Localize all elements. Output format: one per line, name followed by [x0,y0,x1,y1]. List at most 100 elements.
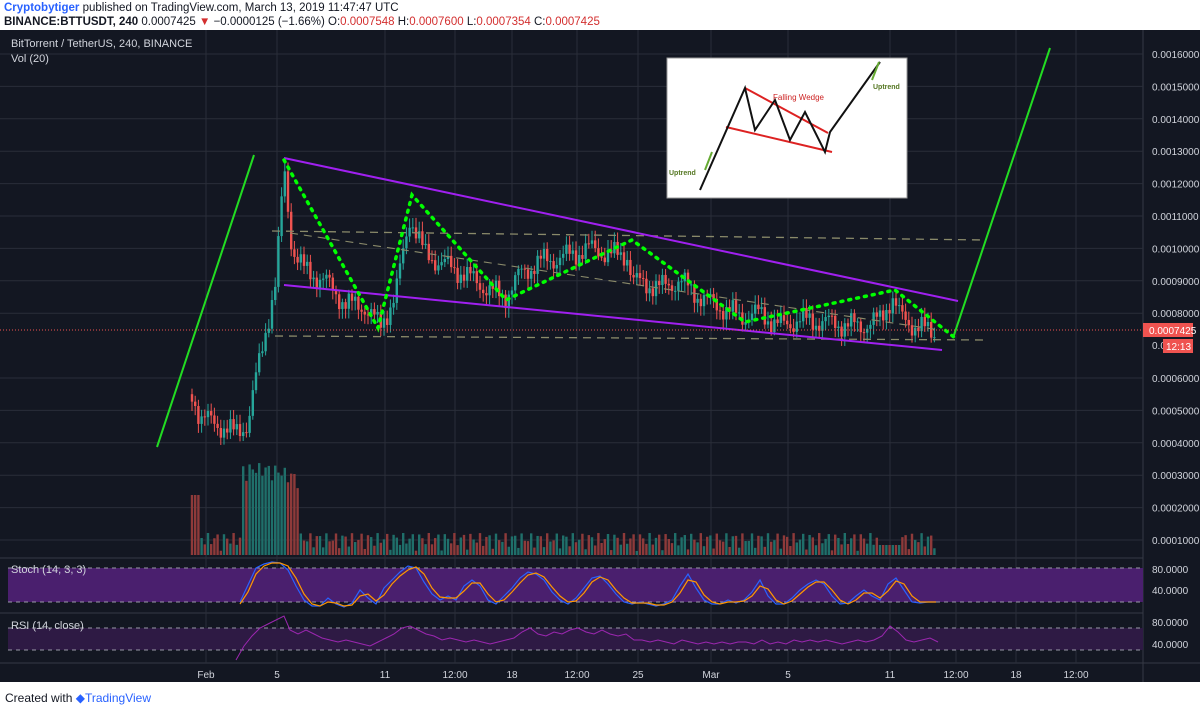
volume-bar [200,538,203,555]
candle-body [533,270,536,274]
volume-bar [226,538,229,555]
volume-bar [245,480,248,555]
rsi-tick-40: 40.0000 [1152,640,1189,651]
volume-bar [546,533,549,555]
volume-bar [814,545,818,555]
candle-body [315,277,318,289]
price-tick-label: 0.0006000 [1152,374,1200,385]
candle-body [478,283,482,290]
volume-bar [238,537,242,555]
volume-bar [619,544,622,555]
candle-body [594,240,597,249]
volume-bar [533,547,536,555]
volume-bar [370,537,373,555]
volume-bar [197,495,200,555]
stoch-legend: Stoch (14, 3, 3) [11,564,86,576]
candle-body [434,260,437,271]
volume-bar [757,535,760,555]
volume-bar [638,534,642,555]
candle-body [894,298,898,306]
volume-bar [651,544,654,555]
chart-canvas[interactable]: Falling Wedge Uptrend Uptrend BitTorrent… [0,30,1200,682]
candle-body [805,308,808,318]
volume-bar [242,466,245,555]
price-tick-label: 0.0004000 [1152,439,1200,450]
volume-bar [645,543,648,555]
volume-bar [456,545,459,555]
volume-bar [834,534,837,555]
volume-bar [699,533,702,555]
candle-body [907,319,910,326]
volume-bar [350,533,354,555]
volume-bar [446,538,450,555]
volume-bar [562,535,565,555]
stoch-d-line [239,562,936,607]
candle-body [264,332,267,352]
candle-body [267,328,270,333]
candle-body [366,314,370,316]
candle-body [744,322,747,325]
volume-bar [520,533,523,555]
volume-bar [459,537,462,555]
volume-bar [552,540,555,555]
candle-body [334,289,338,295]
price-axis-panel[interactable] [1143,30,1200,682]
volume-bar [341,535,344,555]
publish-header: Cryptobytiger published on TradingView.c… [0,0,1200,30]
volume-bar [587,535,590,555]
volume-bar [837,537,840,555]
time-axis-labels[interactable]: Feb 5 11 12:00 18 12:00 25 Mar 5 11 12:00 18 12:00 [197,670,1089,681]
volume-bar [482,545,485,555]
volume-bar [763,546,766,555]
volume-bar [539,536,542,555]
candle-body [914,327,917,336]
author-link[interactable]: Cryptobytiger [4,2,80,14]
candle-body [296,256,299,263]
candle-body [606,249,610,263]
candle-body [859,321,862,333]
volume-bar [264,467,267,555]
time-tick-label: 5 [274,670,280,681]
price-tick-label: 0.0003000 [1152,471,1200,482]
volume-bar [610,550,613,555]
candle-body [322,278,325,280]
candle-body [776,319,779,324]
candle-body [462,274,466,281]
candle-body [702,295,706,307]
time-tick-label: 12:00 [564,670,589,681]
volume-bar [338,548,341,555]
tradingview-logo-icon[interactable]: ◆ [75,691,85,705]
candle-body [453,267,456,269]
volume-bar [280,475,283,555]
wedge-upper-line [283,157,959,302]
candle-body [338,294,341,310]
volume-bar [462,534,466,555]
volume-bar [693,539,696,555]
volume-bar [642,538,645,555]
volume-bar [683,535,686,555]
volume-bar [277,472,280,555]
volume-bar [846,544,850,555]
volume-bar [584,549,587,555]
volume-bar [530,533,533,555]
candle-body [827,315,830,318]
volume-bar [229,543,232,555]
candle-body [738,312,741,314]
candle-body [370,309,373,316]
volume-bar [798,539,802,555]
candle-body [923,316,926,327]
volume-bar [898,545,901,555]
candle-body [238,424,242,437]
volume-bar [469,533,472,555]
volume-bar [856,550,859,555]
volume-bar [616,537,619,555]
bar-countdown: 12:13 [1166,342,1191,353]
open-value: 0.0007548 [340,16,395,28]
candle-body [802,308,805,322]
candle-body [261,351,264,354]
tradingview-brand[interactable]: TradingView [84,691,151,705]
volume-legend: Vol (20) [11,53,49,65]
candle-body [213,415,216,424]
candle-body [725,307,728,320]
candle-body [408,227,411,237]
